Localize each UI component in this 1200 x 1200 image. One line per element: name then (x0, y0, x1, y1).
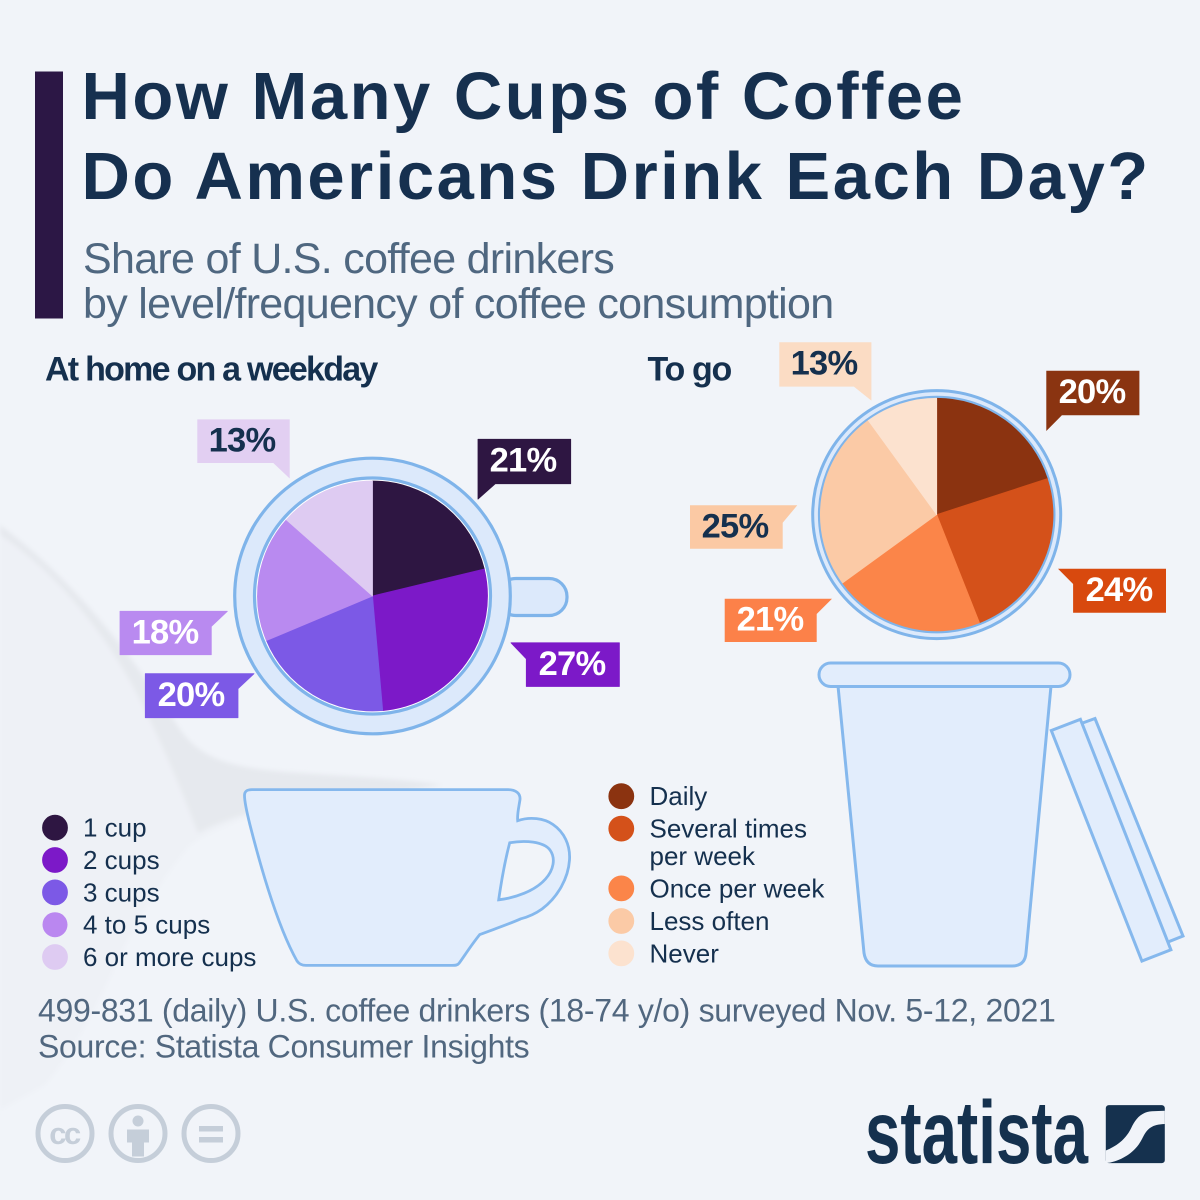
svg-text:18%: 18% (132, 614, 199, 652)
svg-text:13%: 13% (791, 345, 858, 383)
svg-text:20%: 20% (1059, 373, 1126, 411)
svg-text:4 to 5 cups: 4 to 5 cups (83, 910, 210, 940)
svg-text:per week: per week (650, 841, 756, 871)
svg-text:2 cups: 2 cups (83, 845, 160, 875)
svg-text:Daily: Daily (650, 781, 708, 811)
svg-text:20%: 20% (158, 676, 225, 714)
svg-text:How Many Cups of Coffee: How Many Cups of Coffee (82, 59, 966, 134)
svg-text:13%: 13% (209, 422, 276, 460)
svg-text:25%: 25% (702, 508, 769, 546)
svg-text:27%: 27% (539, 645, 606, 683)
svg-text:1 cup: 1 cup (83, 813, 147, 843)
svg-text:24%: 24% (1086, 571, 1153, 609)
svg-text:by level/frequency of coffee c: by level/frequency of coffee consumption (83, 280, 833, 328)
svg-text:Less often: Less often (650, 906, 770, 936)
svg-text:499-831 (daily) U.S. coffee dr: 499-831 (daily) U.S. coffee drinkers (18… (38, 993, 1055, 1029)
svg-text:Do Americans Drink Each Day?: Do Americans Drink Each Day? (82, 139, 1151, 214)
svg-text:Several times: Several times (650, 814, 808, 844)
svg-text:Share of U.S. coffee drinkers: Share of U.S. coffee drinkers (83, 235, 614, 283)
svg-text:At home on a weekday: At home on a weekday (45, 351, 378, 389)
svg-text:3 cups: 3 cups (83, 877, 160, 907)
svg-text:Once per week: Once per week (650, 873, 826, 903)
svg-text:cc: cc (49, 1116, 81, 1151)
svg-text:statista: statista (865, 1082, 1089, 1182)
svg-text:6 or more cups: 6 or more cups (83, 942, 256, 972)
svg-text:To go: To go (648, 351, 732, 389)
svg-text:21%: 21% (490, 442, 557, 480)
svg-text:21%: 21% (737, 601, 804, 639)
svg-text:Source: Statista Consumer Insi: Source: Statista Consumer Insights (38, 1029, 529, 1065)
svg-text:Never: Never (650, 938, 720, 968)
